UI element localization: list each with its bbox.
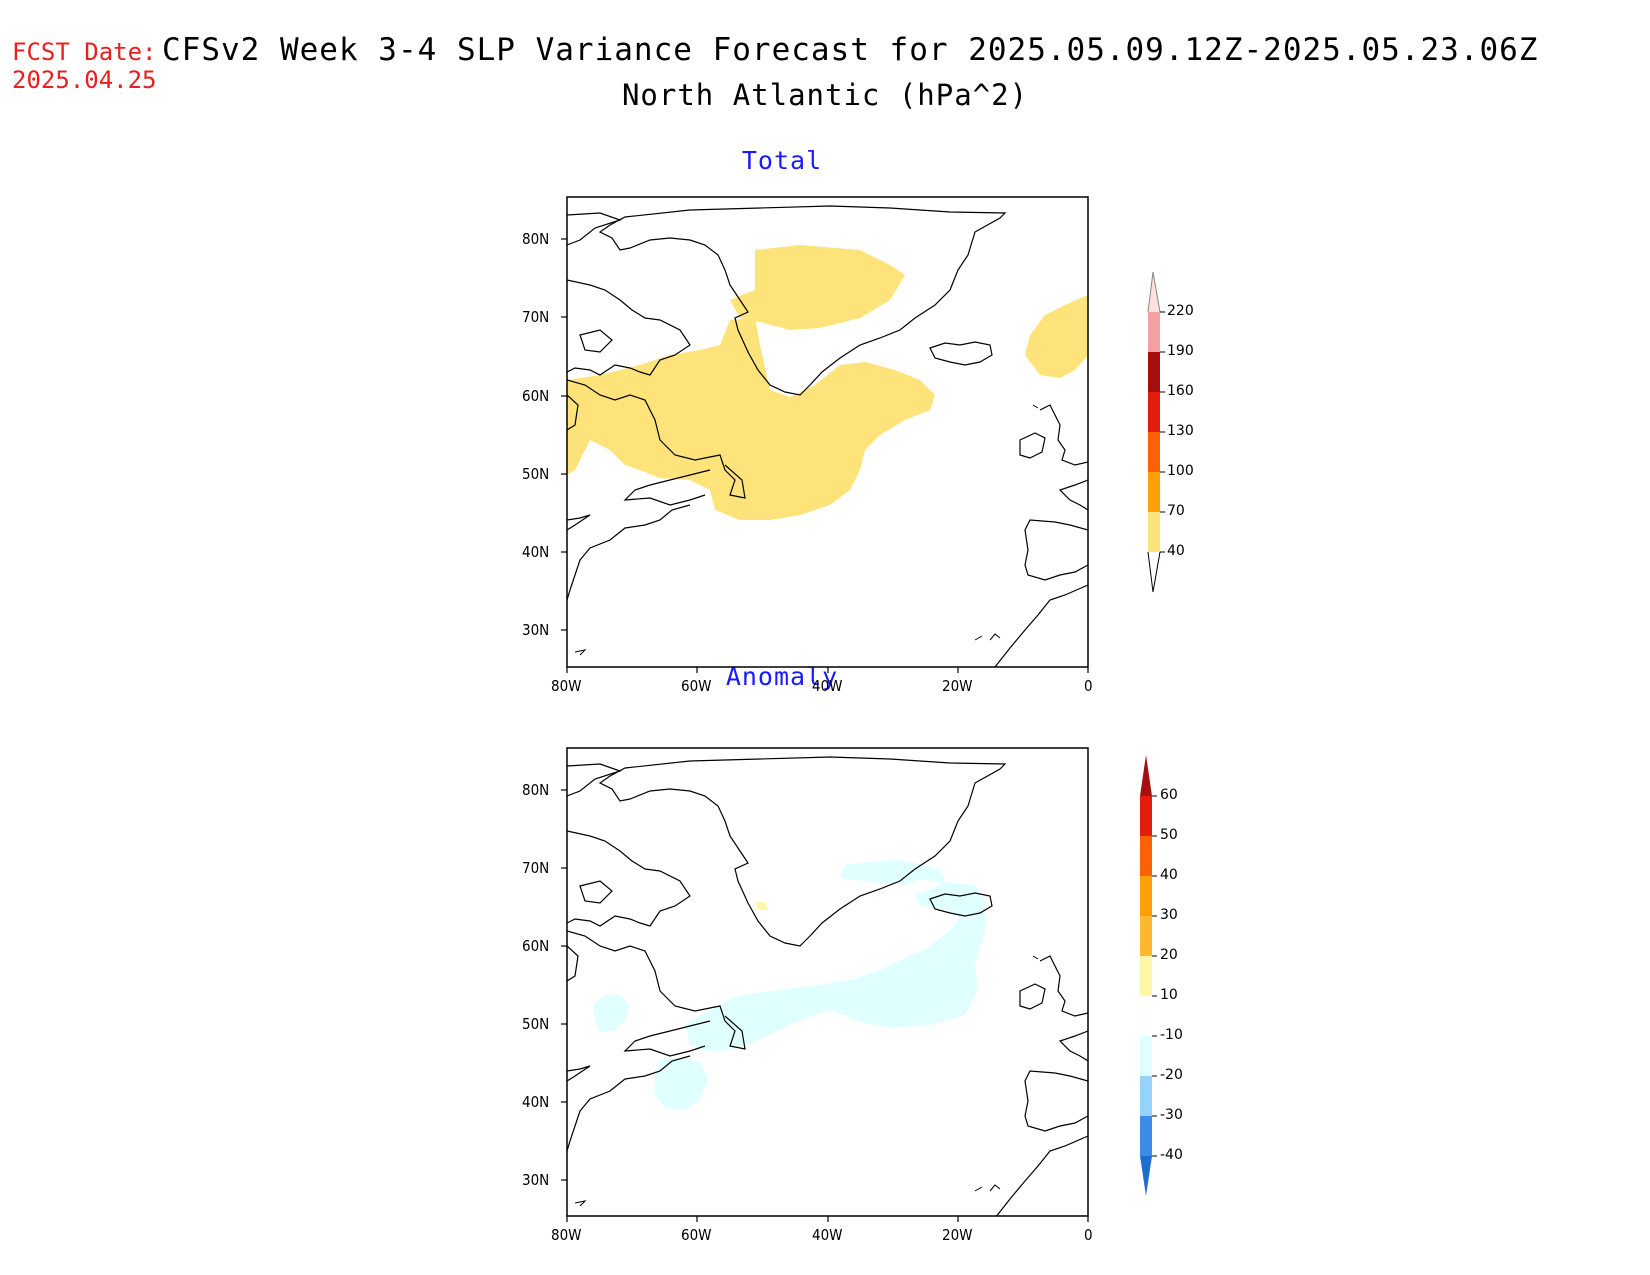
anomaly-colorbar — [1140, 755, 1157, 1196]
lon-label-40w: 40W — [812, 1226, 843, 1244]
lon-label-20w: 20W — [942, 677, 973, 695]
colorbar-label: 10 — [1160, 987, 1178, 1003]
lon-label-60w: 60W — [681, 677, 712, 695]
lat-label-40n: 40N — [522, 1093, 550, 1111]
colorbar-label: 70 — [1167, 503, 1185, 519]
lat-label-80n: 80N — [522, 781, 550, 799]
lat-label-70n: 70N — [522, 859, 550, 877]
colorbar-label: 40 — [1160, 867, 1178, 883]
lat-label-30n: 30N — [522, 621, 550, 639]
lat-label-70n: 70N — [522, 308, 550, 326]
lat-label-40n: 40N — [522, 543, 550, 561]
colorbar-label: 100 — [1167, 463, 1194, 479]
colorbar-label: 30 — [1160, 907, 1178, 923]
tick-marks — [561, 238, 1089, 1222]
colorbar-label: 190 — [1167, 343, 1194, 359]
lat-label-80n: 80N — [522, 230, 550, 248]
colorbar-label: 160 — [1167, 383, 1194, 399]
colorbar-label: 130 — [1167, 423, 1194, 439]
lon-label-40w: 40W — [812, 677, 843, 695]
colorbar-label: -30 — [1160, 1107, 1183, 1123]
lon-label-0: 0 — [1084, 1226, 1093, 1244]
lon-label-80w: 80W — [551, 1226, 582, 1244]
panel-title-total: Total — [741, 146, 823, 175]
subtitle: North Atlantic (hPa^2) — [621, 78, 1029, 112]
colorbar-label: 40 — [1167, 543, 1185, 559]
lat-label-60n: 60N — [522, 937, 550, 955]
anomaly-positive-region — [755, 902, 768, 910]
lat-label-50n: 50N — [522, 465, 550, 483]
fcst-date-label: FCST Date: 2025.04.25 — [12, 38, 157, 94]
colorbar-label: -10 — [1160, 1027, 1183, 1043]
lon-label-80w: 80W — [551, 677, 582, 695]
lon-label-0: 0 — [1084, 677, 1093, 695]
colorbar-label: 20 — [1160, 947, 1178, 963]
lon-label-60w: 60W — [681, 1226, 712, 1244]
colorbar-label: -20 — [1160, 1067, 1183, 1083]
main-title: CFSv2 Week 3-4 SLP Variance Forecast for… — [162, 32, 1539, 68]
colorbar-label: 220 — [1167, 303, 1194, 319]
total-shaded-region — [567, 245, 1088, 520]
fcst-label: FCST Date: — [12, 38, 157, 66]
fcst-date: 2025.04.25 — [12, 66, 157, 94]
anomaly-negative-region — [593, 860, 985, 1110]
anomaly-map — [567, 748, 1088, 1216]
lat-label-60n: 60N — [522, 387, 550, 405]
lat-label-30n: 30N — [522, 1171, 550, 1189]
lat-label-50n: 50N — [522, 1015, 550, 1033]
lon-label-20w: 20W — [942, 1226, 973, 1244]
colorbar-label: 50 — [1160, 827, 1178, 843]
total-colorbar — [1147, 271, 1165, 593]
total-map — [567, 197, 1088, 667]
colorbar-label: -40 — [1160, 1147, 1183, 1163]
colorbar-label: 60 — [1160, 787, 1178, 803]
